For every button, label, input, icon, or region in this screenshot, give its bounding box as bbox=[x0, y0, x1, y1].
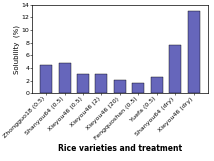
Y-axis label: Solubility  (%): Solubility (%) bbox=[13, 25, 20, 74]
X-axis label: Rice varieties and treatment: Rice varieties and treatment bbox=[58, 144, 182, 153]
Bar bbox=[169, 45, 181, 93]
Bar bbox=[77, 74, 89, 93]
Bar bbox=[95, 74, 107, 93]
Bar bbox=[114, 80, 126, 93]
Bar bbox=[151, 77, 163, 93]
Bar bbox=[132, 83, 144, 93]
Bar bbox=[188, 11, 200, 93]
Bar bbox=[58, 63, 70, 93]
Bar bbox=[40, 65, 52, 93]
